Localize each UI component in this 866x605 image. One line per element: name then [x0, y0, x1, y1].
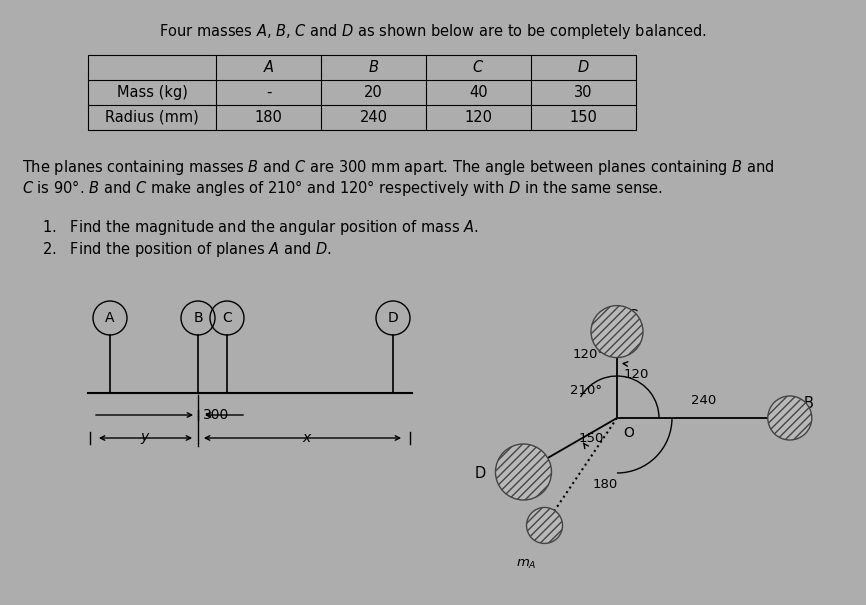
Text: 180: 180	[592, 478, 618, 491]
Text: C: C	[627, 309, 637, 324]
Text: O: O	[623, 426, 634, 440]
Text: -: -	[266, 85, 271, 100]
Text: B: B	[804, 396, 814, 411]
Circle shape	[768, 396, 811, 440]
Text: A: A	[553, 514, 563, 529]
Text: $m_A$: $m_A$	[516, 557, 537, 571]
Text: Four masses $A$, $B$, $C$ and $D$ as shown below are to be completely balanced.: Four masses $A$, $B$, $C$ and $D$ as sho…	[159, 22, 707, 41]
Text: 150: 150	[570, 110, 598, 125]
Text: Radius (mm): Radius (mm)	[105, 110, 199, 125]
Text: $A$: $A$	[262, 59, 275, 76]
Text: 150: 150	[578, 433, 604, 445]
Text: $x$: $x$	[298, 431, 313, 445]
Text: Mass (kg): Mass (kg)	[117, 85, 187, 100]
Text: 120: 120	[624, 368, 650, 381]
Text: 1.   Find the magnitude and the angular position of mass $A$.: 1. Find the magnitude and the angular po…	[42, 218, 479, 237]
Text: 120: 120	[464, 110, 493, 125]
Text: 240: 240	[691, 394, 716, 407]
Text: $y$: $y$	[136, 431, 151, 445]
Text: $D$: $D$	[578, 59, 590, 76]
Text: 2.   Find the position of planes $A$ and $D$.: 2. Find the position of planes $A$ and $…	[42, 240, 332, 259]
Text: $C$: $C$	[473, 59, 485, 76]
Circle shape	[527, 508, 563, 543]
Text: D: D	[388, 311, 398, 325]
Text: The planes containing masses $B$ and $C$ are 300 mm apart. The angle between pla: The planes containing masses $B$ and $C$…	[22, 158, 774, 177]
Text: 240: 240	[359, 110, 387, 125]
Text: 300: 300	[203, 408, 229, 422]
Text: 180: 180	[255, 110, 282, 125]
Text: C: C	[222, 311, 232, 325]
Text: 210°: 210°	[570, 384, 602, 396]
Text: 120°: 120°	[573, 348, 605, 361]
Text: 20: 20	[364, 85, 383, 100]
Text: $B$: $B$	[368, 59, 379, 76]
Circle shape	[591, 306, 643, 358]
Text: B: B	[193, 311, 203, 325]
Text: $C$ is 90°. $B$ and $C$ make angles of 210° and 120° respectively with $D$ in th: $C$ is 90°. $B$ and $C$ make angles of 2…	[22, 178, 663, 198]
Text: A: A	[106, 311, 115, 325]
Bar	[88, 55, 636, 130]
Text: D: D	[475, 466, 486, 482]
Circle shape	[495, 444, 552, 500]
Text: 30: 30	[574, 85, 592, 100]
Text: 40: 40	[469, 85, 488, 100]
